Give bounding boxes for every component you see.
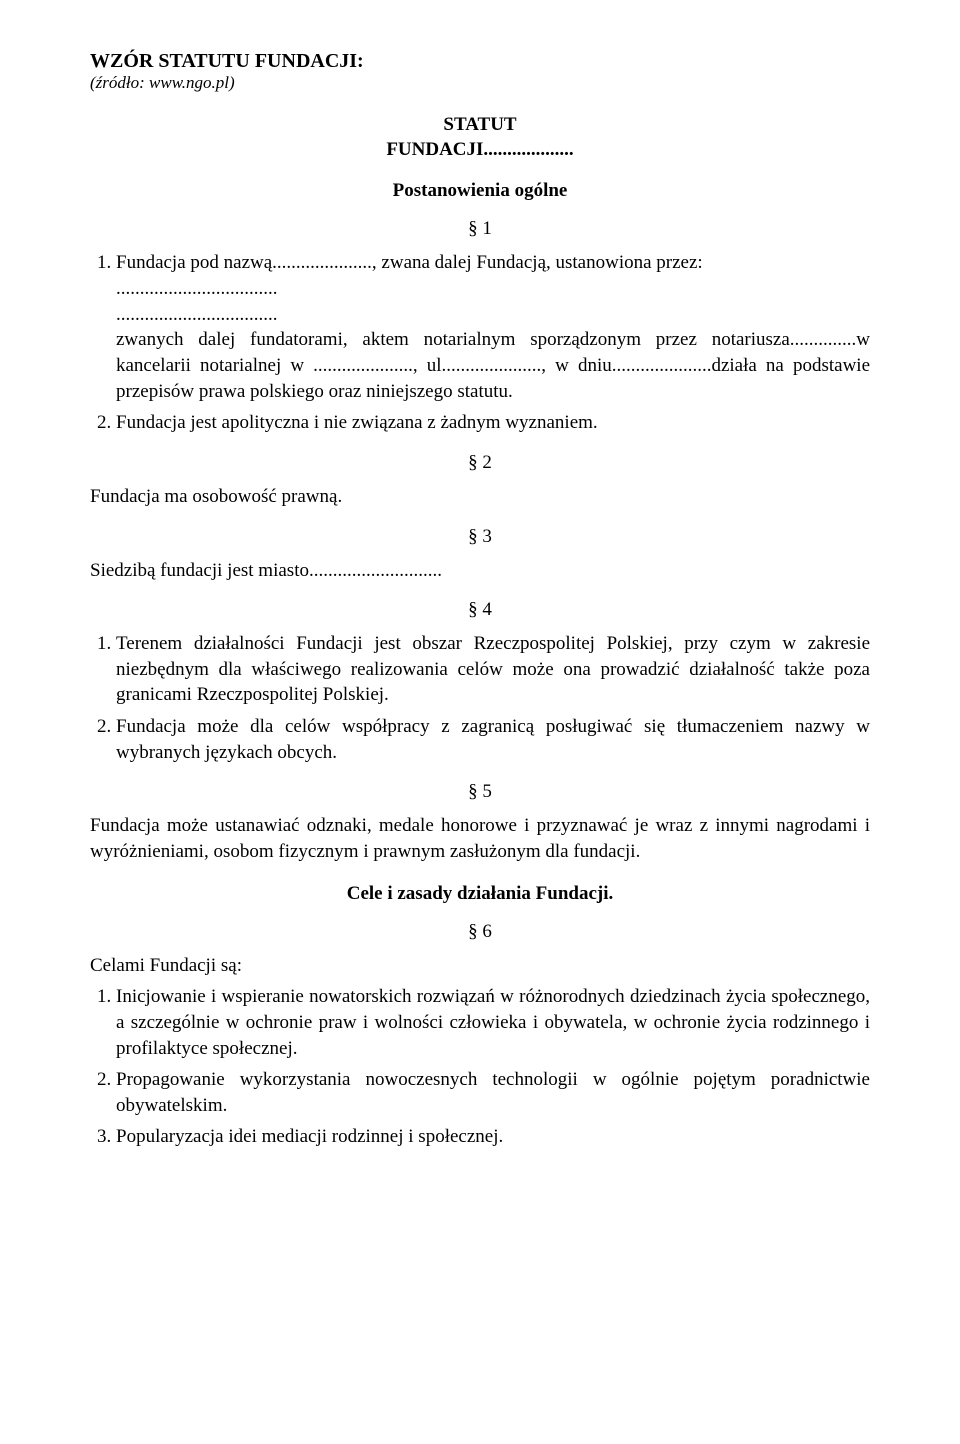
section-6-number: § 6 [90, 921, 870, 943]
section-1-list: Fundacja pod nazwą.....................,… [90, 250, 870, 435]
section-2-number: § 2 [90, 452, 870, 474]
s6-item-1: Inicjowanie i wspieranie nowatorskich ro… [116, 984, 870, 1061]
section-5-number: § 5 [90, 781, 870, 803]
s1-item-2: Fundacja jest apolityczna i nie związana… [116, 410, 870, 436]
s6-item-2: Propagowanie wykorzystania nowoczesnych … [116, 1067, 870, 1118]
template-title: WZÓR STATUTU FUNDACJI: [90, 50, 870, 73]
s1-item-1-text: Fundacja pod nazwą.....................,… [116, 252, 703, 273]
s1-item-1-cont: zwanych dalej fundatorami, aktem notaria… [116, 329, 870, 401]
section-1-number: § 1 [90, 218, 870, 240]
section-3-text: Siedzibą fundacji jest miasto...........… [90, 558, 870, 584]
section-4-number: § 4 [90, 599, 870, 621]
heading-general: Postanowienia ogólne [90, 180, 870, 202]
doc-title-line1: STATUT [90, 113, 870, 138]
section-2-text: Fundacja ma osobowość prawną. [90, 484, 870, 510]
section-3-number: § 3 [90, 526, 870, 548]
section-5-text: Fundacja może ustanawiać odznaki, medale… [90, 813, 870, 864]
s1-blank-2: .................................. [116, 304, 278, 325]
s4-item-1: Terenem działalności Fundacji jest obsza… [116, 631, 870, 708]
s1-item-1: Fundacja pod nazwą.....................,… [116, 250, 870, 404]
s6-item-3: Popularyzacja idei mediacji rodzinnej i … [116, 1124, 870, 1150]
s4-item-2: Fundacja może dla celów współpracy z zag… [116, 714, 870, 765]
section-6-list: Inicjowanie i wspieranie nowatorskich ro… [90, 984, 870, 1150]
doc-title-line2: FUNDACJI................... [90, 138, 870, 163]
s1-blank-1: .................................. [116, 278, 278, 299]
section-6-intro: Celami Fundacji są: [90, 953, 870, 979]
source-citation: (źródło: www.ngo.pl) [90, 73, 870, 93]
document-page: WZÓR STATUTU FUNDACJI: (źródło: www.ngo.… [0, 0, 960, 1444]
heading-goals: Cele i zasady działania Fundacji. [90, 883, 870, 905]
section-4-list: Terenem działalności Fundacji jest obsza… [90, 631, 870, 765]
